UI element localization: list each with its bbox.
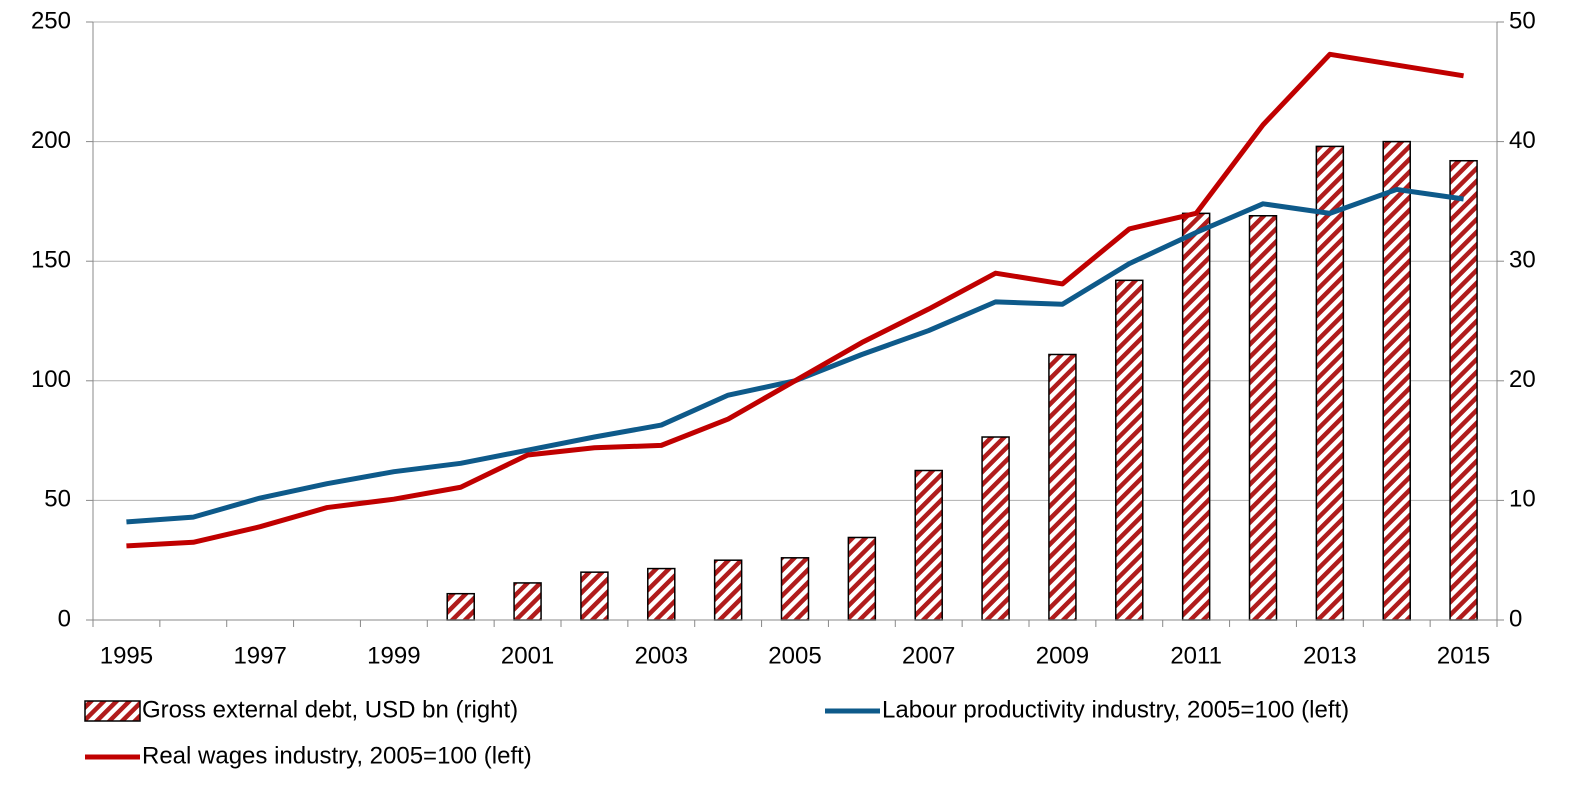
bar (914, 469, 943, 621)
bar (1248, 215, 1278, 621)
x-tick-label: 2015 (1437, 642, 1490, 669)
bar (1181, 212, 1211, 621)
y2-tick-label: 10 (1509, 486, 1536, 513)
y-tick-label: 200 (31, 127, 71, 154)
bar (1449, 159, 1478, 621)
x-tick-label: 1995 (100, 642, 153, 669)
legend-label: Real wages industry, 2005=100 (left) (142, 742, 532, 769)
bar (780, 557, 810, 621)
x-tick-label: 2013 (1303, 642, 1356, 669)
bar (513, 582, 542, 621)
y-tick-label: 100 (31, 366, 71, 393)
x-tick-label: 2011 (1170, 642, 1222, 669)
bar (847, 536, 877, 621)
bar (1115, 279, 1144, 621)
line-series (126, 51, 1464, 549)
legend-swatch (84, 700, 141, 722)
bar (580, 571, 609, 621)
y2-tick-label: 30 (1509, 247, 1536, 274)
x-tick-label: 2001 (501, 642, 554, 669)
y-tick-label: 250 (31, 7, 71, 34)
bar (446, 592, 475, 621)
x-tick-label: 2009 (1036, 642, 1089, 669)
bar (1382, 140, 1411, 621)
y2-tick-label: 20 (1509, 366, 1536, 393)
y2-tick-label: 40 (1509, 127, 1536, 154)
bar (713, 559, 743, 621)
x-tick-label: 2003 (635, 642, 688, 669)
bar (1315, 145, 1345, 621)
y-tick-label: 50 (44, 486, 71, 513)
legend-label: Labour productivity industry, 2005=100 (… (882, 696, 1349, 723)
legend-label: Gross external debt, USD bn (right) (142, 696, 518, 723)
bar (981, 436, 1010, 621)
bar (647, 567, 676, 621)
y-tick-label: 0 (58, 605, 71, 632)
y2-tick-label: 50 (1509, 7, 1536, 34)
bar (1048, 353, 1077, 621)
y-tick-label: 150 (31, 247, 71, 274)
y2-tick-label: 0 (1509, 605, 1522, 632)
x-tick-label: 1999 (367, 642, 420, 669)
x-tick-label: 2007 (902, 642, 955, 669)
x-tick-label: 2005 (768, 642, 821, 669)
x-tick-label: 1997 (233, 642, 286, 669)
